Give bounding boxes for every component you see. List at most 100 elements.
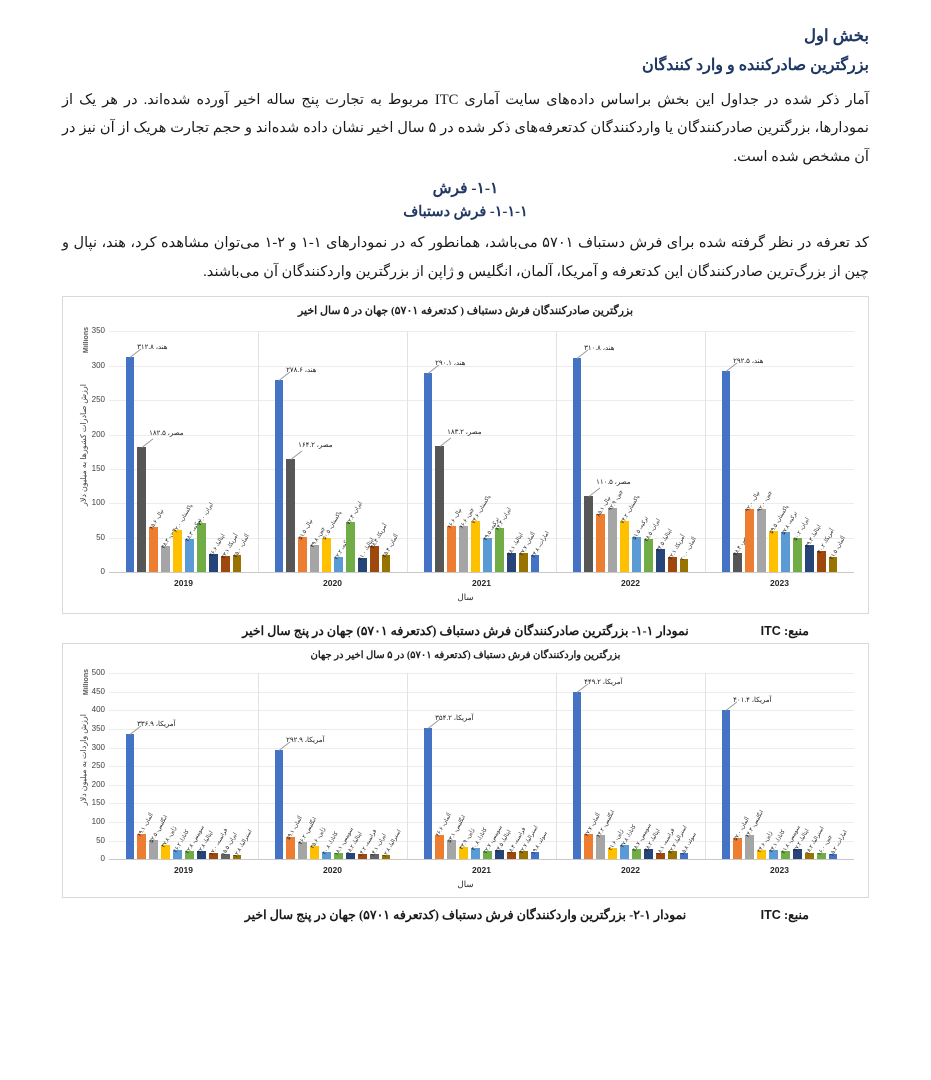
bar bbox=[369, 545, 379, 573]
figure2-caption: نمودار ۱-۲- بزرگترین واردکنندگان فرش دست… bbox=[244, 908, 687, 923]
bar bbox=[828, 557, 838, 573]
bar bbox=[274, 750, 284, 860]
bar-value-label: هند، ۳۱۰.۸ bbox=[584, 344, 615, 353]
label-leader-line bbox=[290, 450, 303, 461]
grid-line bbox=[109, 747, 854, 749]
bar bbox=[185, 539, 194, 573]
group-separator bbox=[258, 331, 259, 573]
grid-line bbox=[109, 400, 854, 402]
importers-chart-title: بزرگترین واردکنندگان فرش دستباف (کدتعرفه… bbox=[310, 650, 621, 662]
bar bbox=[793, 537, 802, 573]
bar bbox=[769, 850, 778, 860]
label-leader-line bbox=[588, 487, 601, 498]
bar bbox=[220, 853, 230, 860]
figure1-caption-row: نمودار ۱-۱- بزرگترین صادرکنندگان فرش دست… bbox=[62, 614, 869, 643]
bar-value-label: هند، ۲۹۲.۵ bbox=[733, 356, 764, 365]
x-category-label: 2023 bbox=[770, 865, 789, 876]
bar-value-label: آمریکا، ۳۸.۴ bbox=[369, 522, 389, 550]
bar bbox=[769, 531, 778, 573]
bar bbox=[197, 850, 206, 860]
bar bbox=[805, 852, 814, 860]
bar bbox=[369, 854, 379, 860]
bar bbox=[608, 508, 617, 573]
bar bbox=[471, 847, 480, 860]
y-tick-label: 350 bbox=[91, 326, 105, 336]
x-category-label: 2020 bbox=[323, 865, 342, 876]
x-category-label: 2021 bbox=[472, 578, 491, 589]
y-tick-label: 450 bbox=[91, 686, 105, 696]
bar bbox=[781, 851, 790, 860]
bar bbox=[232, 854, 242, 860]
bar bbox=[209, 553, 218, 573]
y-tick-label: 50 bbox=[96, 532, 105, 542]
bar-value-label: آمریکا، ۴۴۹.۲ bbox=[584, 678, 623, 687]
bar bbox=[322, 851, 331, 860]
section-title: بخش اول bbox=[804, 26, 869, 45]
bar bbox=[733, 838, 743, 860]
grid-line bbox=[109, 503, 854, 505]
bar bbox=[620, 845, 629, 860]
bar bbox=[632, 536, 641, 573]
bar-value-label: هند، ۲۷۸.۶ bbox=[286, 366, 317, 375]
bar bbox=[346, 852, 355, 860]
exporters-chart-title: بزرگترین صادرکنندگان فرش دستباف ( کدتعرف… bbox=[297, 305, 634, 318]
bar-value-label: هند، ۲۹۰.۱ bbox=[435, 358, 466, 367]
bar bbox=[757, 850, 766, 860]
bar-value-label: آمریکا، ۳۵۴.۲ bbox=[435, 713, 474, 722]
bar bbox=[435, 834, 445, 860]
label-leader-line bbox=[439, 437, 452, 448]
bar-value-label: پاکستان، ۷۴.۲ bbox=[619, 494, 641, 526]
bar bbox=[173, 849, 182, 860]
x-category-label: 2019 bbox=[174, 578, 193, 589]
y-tick-label: 350 bbox=[91, 724, 105, 734]
figure1-source: منبع: ITC bbox=[761, 623, 809, 639]
bar bbox=[173, 529, 182, 573]
figure1-source-value: ITC bbox=[760, 624, 781, 639]
bar bbox=[721, 370, 731, 573]
bar bbox=[125, 356, 135, 573]
bar bbox=[495, 850, 504, 860]
group-separator bbox=[705, 331, 706, 573]
x-category-label: 2022 bbox=[621, 578, 640, 589]
x-axis-label: سال bbox=[457, 592, 474, 603]
bar-value-label: مصر، ۱۱۰.۵ bbox=[596, 478, 631, 487]
bar bbox=[816, 853, 826, 860]
bar-value-label: آمریکا، ۴۰۱.۴ bbox=[733, 695, 772, 704]
y-tick-label: 200 bbox=[91, 779, 105, 789]
bar bbox=[447, 839, 456, 860]
bar bbox=[346, 522, 355, 573]
grid-line bbox=[109, 710, 854, 712]
exporters-chart: بزرگترین صادرکنندگان فرش دستباف ( کدتعرف… bbox=[62, 296, 869, 615]
y-tick-label: 100 bbox=[91, 817, 105, 827]
y-tick-label: 50 bbox=[96, 835, 105, 845]
bar-value-label: هند، ۳۱۲.۸ bbox=[137, 342, 168, 351]
bar bbox=[721, 709, 731, 860]
y-axis-label: ارزش صادرات کشورها به میلیون دلار bbox=[79, 384, 88, 507]
group-separator bbox=[705, 673, 706, 860]
bar-value-label: امارات، ۱۵.۲ bbox=[828, 829, 849, 858]
group-separator bbox=[556, 673, 557, 860]
grid-line bbox=[109, 766, 854, 768]
y-tick-label: 100 bbox=[91, 498, 105, 508]
group-separator bbox=[258, 673, 259, 860]
bar bbox=[298, 536, 307, 573]
bar bbox=[572, 692, 582, 860]
bar-value-label: مصر، ۱۶۴.۲ bbox=[298, 441, 333, 450]
bar bbox=[667, 850, 677, 860]
importers-chart: بزرگترین واردکنندگان فرش دستباف (کدتعرفه… bbox=[62, 643, 869, 899]
bar bbox=[679, 558, 689, 573]
bar bbox=[286, 459, 296, 573]
bar bbox=[584, 834, 594, 860]
bar bbox=[381, 554, 391, 573]
bar bbox=[423, 727, 433, 860]
bar bbox=[435, 446, 445, 573]
bar bbox=[137, 833, 147, 860]
figure2-source-label: منبع: bbox=[783, 908, 809, 923]
x-category-label: 2023 bbox=[770, 578, 789, 589]
bar bbox=[334, 556, 343, 573]
bar bbox=[483, 850, 492, 860]
bar bbox=[816, 551, 826, 573]
bar bbox=[745, 508, 754, 573]
bar bbox=[274, 380, 284, 573]
bar bbox=[423, 372, 433, 573]
